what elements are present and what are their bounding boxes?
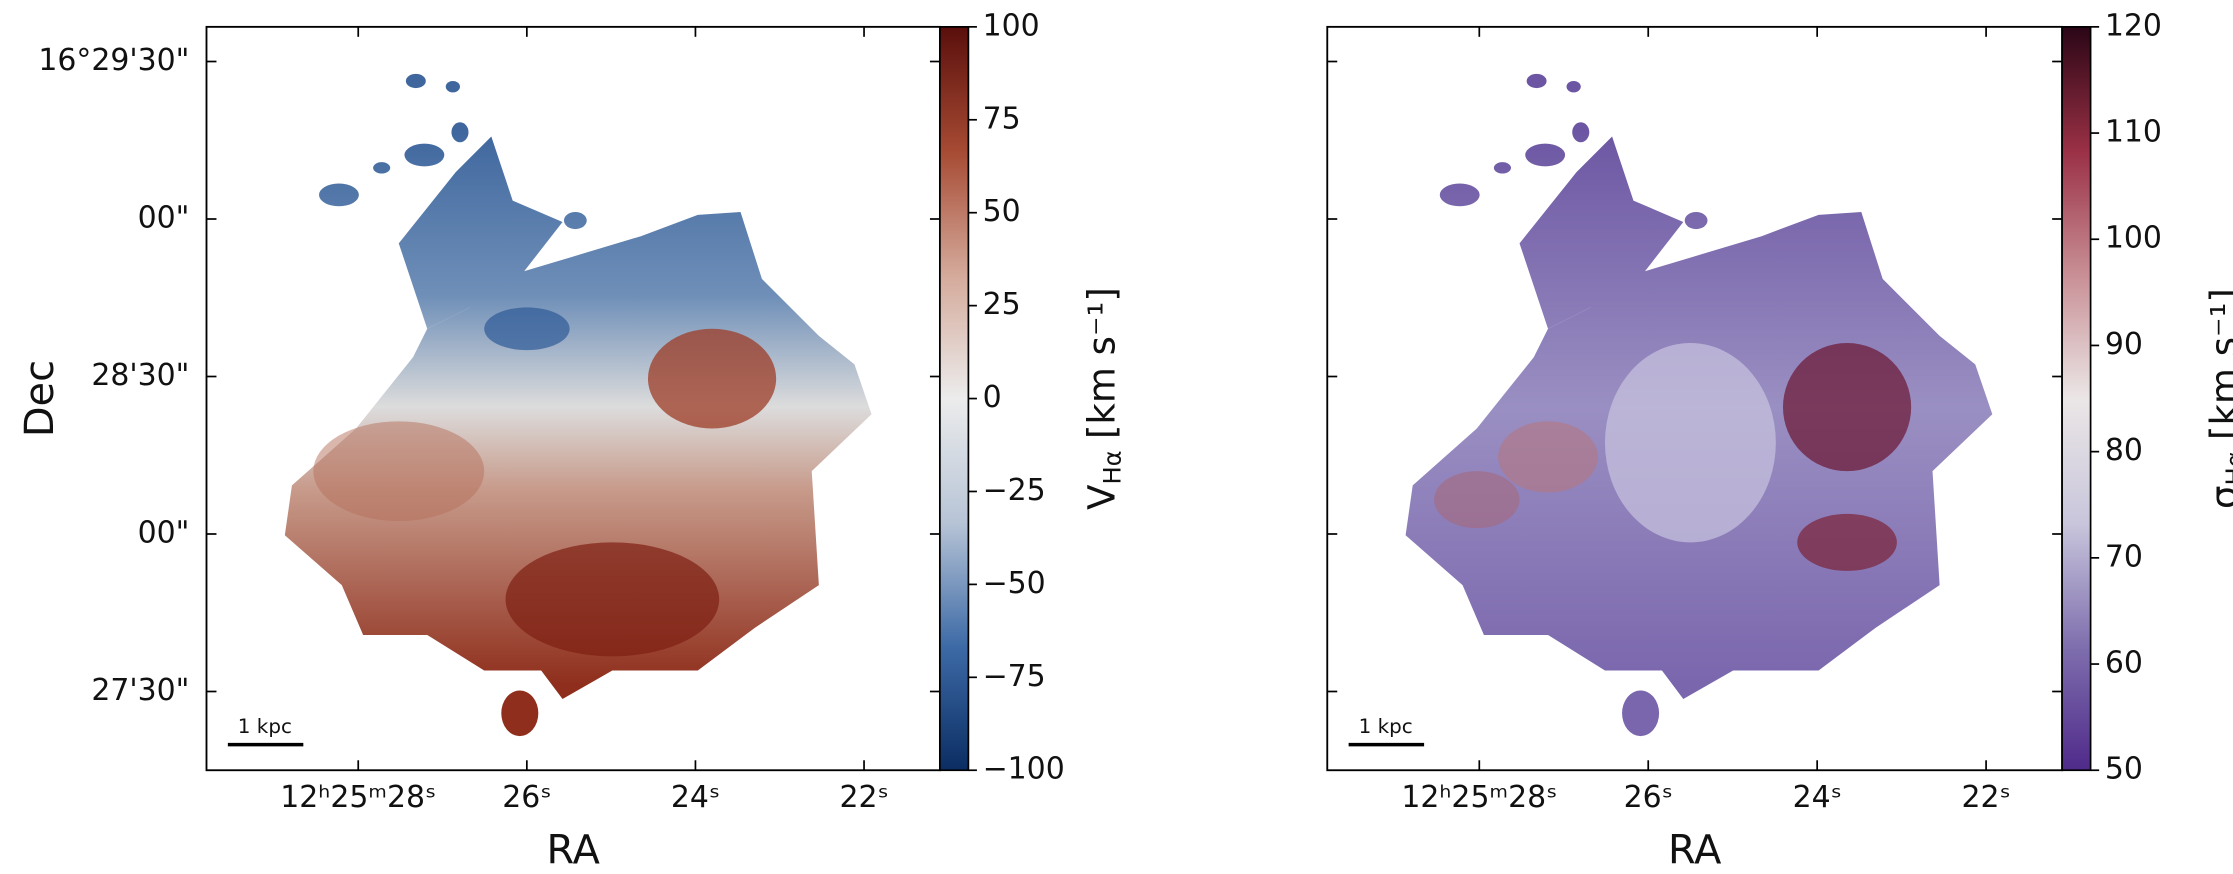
x-tick-label: 24ˢ: [1793, 780, 1842, 815]
x-axis-label: RA: [1668, 827, 1721, 873]
colorbar-label-unit: [km s⁻¹]: [2202, 288, 2233, 440]
colorbar-tick-label: 75: [983, 101, 1021, 136]
x-tick-label: 24ˢ: [671, 780, 720, 815]
colorbar-label-subscript: Hα: [1099, 450, 1127, 484]
x-tick-label: 12ʰ25ᵐ28ˢ: [280, 780, 436, 815]
colorbar-tick-label: −75: [983, 659, 1046, 694]
colorbar-tick-label: 0: [983, 380, 1002, 415]
y-tick-label: 16°29'30": [38, 43, 189, 78]
colorbar-tick-label: 100: [983, 8, 1040, 43]
colorbar-tick-label: 90: [2105, 327, 2143, 362]
colorbar-label: VHα [km s⁻¹]: [1080, 287, 1126, 510]
scale-bar-label: 1 kpc: [1359, 715, 1413, 738]
colorbar-tick-label: 50: [983, 194, 1021, 229]
colorbar-tick-label: −100: [983, 752, 1065, 787]
colorbar-tick-label: 25: [983, 287, 1021, 322]
colorbar-tick-label: 120: [2105, 8, 2162, 43]
dispersion-map: [1405, 73, 1993, 737]
colorbar-tick-label: 70: [2105, 539, 2143, 574]
colorbar-label-symbol: σ: [2202, 485, 2233, 508]
x-tick-label: 26ˢ: [502, 780, 551, 815]
y-axis-label: Dec: [17, 360, 63, 437]
colorbar-label: σHα [km s⁻¹]: [2202, 288, 2233, 509]
colorbar-tick-label: −25: [983, 473, 1046, 508]
colorbar: [939, 26, 970, 772]
x-tick-label: 22ˢ: [839, 780, 888, 815]
colorbar-label-symbol: V: [1080, 484, 1123, 510]
y-tick-label: 00": [138, 201, 190, 236]
x-tick-label: 12ʰ25ᵐ28ˢ: [1401, 780, 1557, 815]
velocity-map: [284, 73, 872, 737]
colorbar-tick-label: 100: [2105, 221, 2162, 256]
scale-bar-label: 1 kpc: [238, 715, 292, 738]
colorbar-tick-label: 110: [2105, 115, 2162, 150]
y-tick-label: 00": [138, 515, 190, 550]
colorbar-tick-label: 60: [2105, 646, 2143, 681]
x-axis-label: RA: [547, 827, 600, 873]
y-tick-label: 27'30": [91, 673, 189, 708]
y-tick-label: 28'30": [91, 358, 189, 393]
colorbar-tick-label: 50: [2105, 752, 2143, 787]
colorbar-label-unit: [km s⁻¹]: [1080, 287, 1123, 439]
colorbar-tick-label: −50: [983, 566, 1046, 601]
colorbar-label-subscript: Hα: [2221, 451, 2233, 485]
x-tick-label: 22ˢ: [1961, 780, 2010, 815]
colorbar: [2061, 26, 2092, 772]
colorbar-tick-label: 80: [2105, 433, 2143, 468]
x-tick-label: 26ˢ: [1624, 780, 1673, 815]
